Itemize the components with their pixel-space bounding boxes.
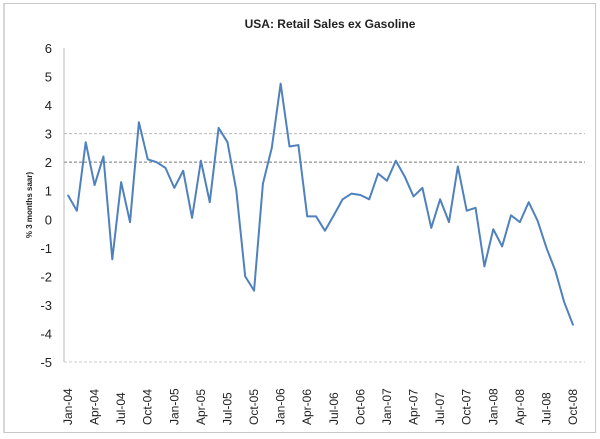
data-point [483, 265, 486, 268]
x-tick-label: Apr-06 [300, 389, 314, 425]
data-point [253, 289, 255, 292]
y-tick-label: 0 [45, 212, 52, 227]
y-tick-label: 6 [45, 41, 52, 56]
x-tick-label: Apr-05 [194, 389, 208, 425]
data-point [200, 159, 202, 162]
data-point [235, 189, 238, 192]
data-point [129, 221, 131, 223]
x-tick-label: Oct-04 [141, 389, 155, 425]
data-point [536, 219, 539, 222]
data-point [102, 155, 105, 158]
data-point [395, 159, 397, 162]
y-tick-label: -4 [40, 326, 52, 341]
data-point [164, 167, 167, 169]
data-point [297, 144, 300, 146]
data-point [279, 82, 282, 85]
x-tick-label: Jan-05 [167, 388, 181, 425]
data-point [111, 258, 114, 261]
data-point [377, 172, 379, 175]
data-point [527, 201, 530, 203]
data-point [173, 187, 176, 189]
data-point [341, 198, 344, 201]
chart-frame [3, 3, 596, 433]
data-point [519, 221, 521, 223]
data-point [510, 214, 512, 217]
data-point [350, 192, 353, 195]
data-point [563, 301, 565, 303]
y-tick-label: -2 [40, 269, 52, 284]
x-tick-label: Jul-05 [220, 392, 234, 425]
y-tick-label: -1 [40, 241, 52, 256]
data-point [359, 194, 362, 196]
data-point [226, 141, 229, 143]
data-point [182, 169, 184, 172]
x-tick-label: Apr-08 [513, 389, 527, 425]
x-tick-label: Jul-08 [539, 392, 553, 425]
data-point [324, 229, 326, 232]
data-point [208, 201, 211, 203]
y-tick-label: -5 [40, 355, 52, 370]
x-tick-label: Jan-06 [274, 388, 288, 425]
y-tick-label: -3 [40, 298, 52, 313]
data-point [262, 182, 264, 185]
data-point [84, 141, 87, 143]
data-point [270, 147, 273, 149]
data-point [457, 165, 459, 168]
x-tick-label: Oct-08 [566, 389, 580, 425]
x-tick-label: Apr-07 [407, 389, 421, 425]
y-tick-label: 5 [45, 70, 52, 85]
x-tick-label: Apr-04 [88, 389, 102, 425]
x-tick-label: Jul-07 [433, 392, 447, 425]
y-tick-label: 4 [45, 98, 52, 113]
chart-title: USA: Retail Sales ex Gasoline [245, 17, 416, 31]
data-point [439, 198, 441, 201]
data-point [191, 217, 193, 219]
data-point [448, 221, 450, 223]
y-tick-label: 1 [45, 184, 52, 199]
data-point [430, 227, 433, 229]
data-point [368, 198, 371, 201]
data-point [554, 269, 557, 272]
data-point [315, 215, 317, 218]
data-point [155, 161, 158, 163]
data-point [120, 181, 122, 183]
data-point [501, 245, 503, 248]
data-point [465, 209, 468, 212]
data-point [572, 324, 574, 326]
data-point [492, 228, 495, 231]
data-point [146, 158, 149, 161]
data-point [217, 127, 220, 129]
data-point [421, 187, 424, 189]
data-point [93, 184, 96, 186]
data-point [386, 179, 388, 182]
data-point [474, 207, 477, 209]
x-tick-label: Jan-07 [380, 388, 394, 425]
data-point [333, 214, 335, 217]
data-point [403, 175, 406, 178]
data-point [244, 275, 246, 278]
x-tick-label: Jan-04 [61, 388, 75, 425]
x-tick-label: Oct-05 [247, 389, 261, 425]
x-tick-label: Jul-04 [114, 392, 128, 425]
y-axis-label: % 3 months saar) [25, 172, 34, 239]
data-point [76, 209, 78, 212]
data-point [545, 247, 548, 249]
data-point [288, 145, 291, 148]
data-point [67, 194, 69, 197]
y-tick-label: 2 [45, 155, 52, 170]
x-tick-label: Jan-08 [486, 388, 500, 425]
x-tick-label: Oct-07 [460, 389, 474, 425]
x-tick-label: Jul-06 [327, 392, 341, 425]
data-point [412, 195, 415, 198]
data-point [138, 121, 140, 124]
y-tick-label: 3 [45, 127, 52, 142]
x-tick-label: Oct-06 [353, 389, 367, 425]
series-line [67, 82, 574, 326]
data-point [306, 215, 309, 218]
